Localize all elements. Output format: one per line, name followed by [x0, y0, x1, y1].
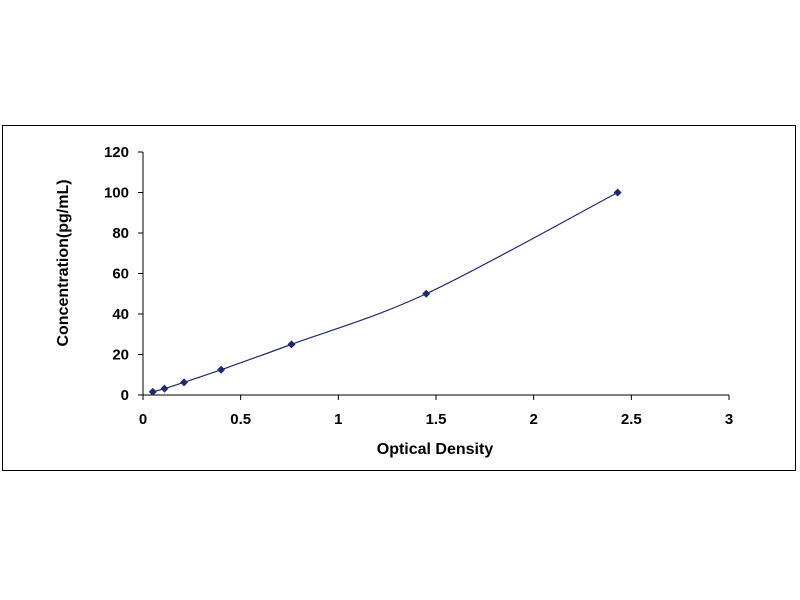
- y-tick-label: 0: [121, 387, 129, 404]
- x-tick-label: 1.5: [426, 411, 447, 428]
- tick-labels: 0 0.5 1 1.5 2 2.5 3 0 20 40 60 80 100 120: [104, 144, 733, 428]
- data-point: [180, 378, 189, 387]
- y-tick-label: 80: [112, 225, 129, 242]
- x-tick-label: 0.5: [230, 411, 251, 428]
- y-tick-label: 100: [104, 185, 129, 202]
- trendline: [152, 191, 618, 393]
- y-tick-label: 20: [112, 347, 129, 364]
- data-point: [287, 340, 296, 349]
- axes: [138, 151, 730, 400]
- x-tick-label: 2: [529, 411, 537, 428]
- x-tick-label: 3: [725, 411, 733, 428]
- x-axis-title: Optical Density: [377, 441, 494, 458]
- y-tick-label: 40: [112, 306, 129, 323]
- x-tick-label: 2.5: [621, 411, 642, 428]
- y-axis-title: Concentration(pg/mL): [55, 179, 72, 346]
- y-tick-label: 120: [104, 144, 129, 161]
- data-point: [613, 188, 622, 197]
- x-tick-label: 0: [139, 411, 147, 428]
- data-point: [217, 365, 226, 374]
- chart-frame: [2, 125, 796, 471]
- y-tick-label: 60: [112, 266, 129, 283]
- x-tick-label: 1: [334, 411, 342, 428]
- data-points: [148, 188, 622, 396]
- data-point: [148, 387, 157, 396]
- data-point: [160, 384, 169, 393]
- data-point: [422, 289, 431, 298]
